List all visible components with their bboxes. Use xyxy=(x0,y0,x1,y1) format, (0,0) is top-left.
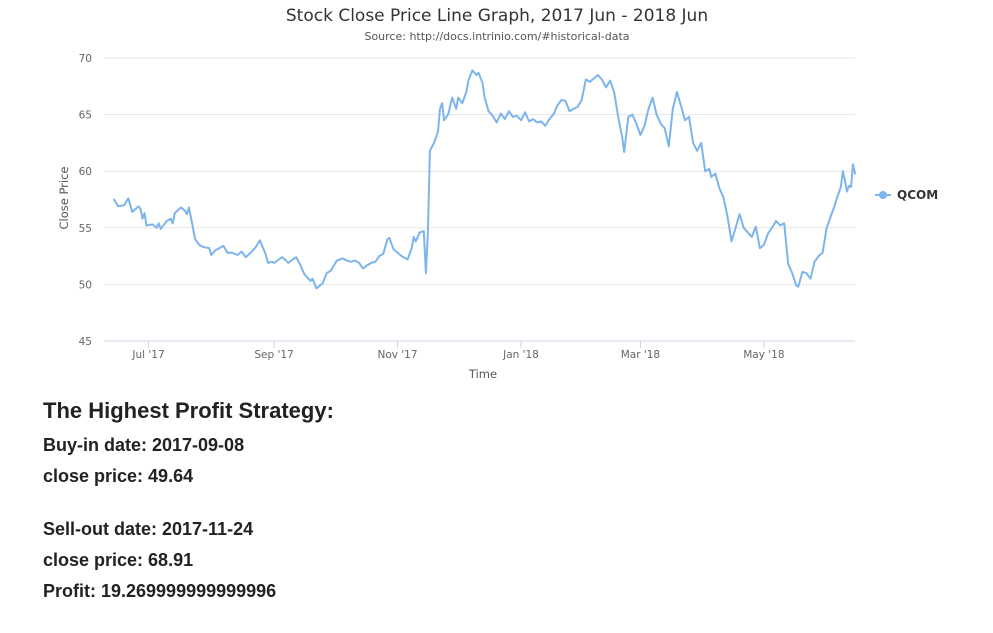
sell-out-date: Sell-out date: 2017-11-24 xyxy=(43,519,254,539)
x-tick-label: Nov '17 xyxy=(377,349,417,361)
profit-strategy-panel: The Highest Profit Strategy: Buy-in date… xyxy=(43,398,334,607)
chart-canvas: Stock Close Price Line Graph, 2017 Jun -… xyxy=(57,6,938,381)
legend-label-qcom: QCOM xyxy=(897,188,938,202)
chart-subtitle: Source: http://docs.intrinio.com/#histor… xyxy=(364,30,629,43)
y-tick-label: 60 xyxy=(79,166,92,178)
spacer xyxy=(43,492,334,514)
strategy-heading: The Highest Profit Strategy: xyxy=(43,398,334,423)
stock-chart: Stock Close Price Line Graph, 2017 Jun -… xyxy=(57,6,938,381)
x-tick-label: Mar '18 xyxy=(621,349,660,361)
chart-title: Stock Close Price Line Graph, 2017 Jun -… xyxy=(286,6,708,26)
y-gridlines xyxy=(104,57,855,342)
x-tick-label: Jan '18 xyxy=(502,349,539,361)
buy-in-close-price: close price: 49.64 xyxy=(43,466,194,486)
y-tick-label: 65 xyxy=(79,110,92,122)
y-tick-label: 70 xyxy=(79,53,92,65)
y-axis-ticks: 45 50 55 60 65 70 xyxy=(79,53,92,348)
x-axis: Jul '17 Sep '17 Nov '17 Jan '18 Mar '18 May '… xyxy=(104,340,855,361)
y-tick-label: 55 xyxy=(79,223,92,235)
legend-marker-qcom xyxy=(879,191,887,199)
x-tick-label: Jul '17 xyxy=(131,349,164,361)
legend[interactable]: QCOM xyxy=(875,188,938,202)
y-tick-label: 45 xyxy=(79,336,92,348)
y-axis-title: Close Price xyxy=(57,166,71,229)
profit-value: Profit: 19.269999999999996 xyxy=(43,581,277,601)
x-tick-label: May '18 xyxy=(743,349,784,361)
x-tick-label: Sep '17 xyxy=(254,349,293,361)
x-axis-title: Time xyxy=(468,367,497,381)
y-tick-label: 50 xyxy=(79,279,92,291)
series-line-qcom[interactable] xyxy=(113,69,856,290)
buy-in-date: Buy-in date: 2017-09-08 xyxy=(43,435,245,455)
series-layer xyxy=(113,69,856,290)
sell-out-close-price: close price: 68.91 xyxy=(43,550,194,570)
